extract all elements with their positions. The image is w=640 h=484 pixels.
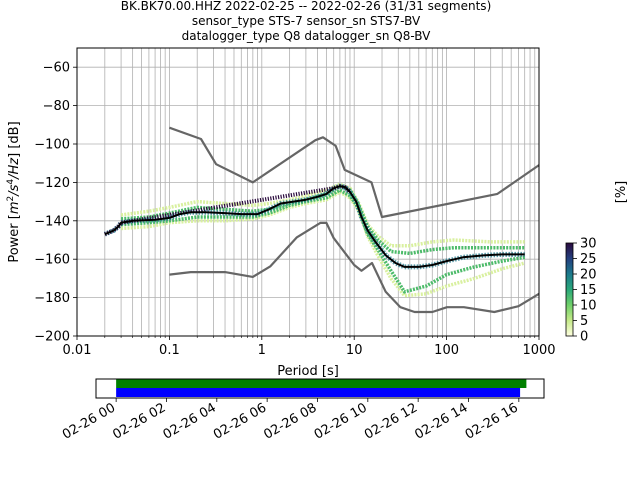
- y-tick-label: −100: [34, 138, 70, 153]
- y-tick-label: −80: [43, 99, 70, 114]
- availability-tick-label: 02-26 12: [362, 400, 420, 442]
- grid-lines: [76, 48, 539, 337]
- density-band: [120, 188, 525, 294]
- availability-frame: [95, 378, 545, 399]
- new-low-noise-model-line: [169, 221, 540, 314]
- x-axis-label: Period [s]: [277, 364, 339, 379]
- figure-title-line-3: datalogger_type Q8 datalogger_sn Q8-BV: [182, 29, 432, 43]
- x-axis-ticks: 0.01 0.1 1 10 100 1000: [63, 336, 556, 358]
- x-tick-label: 1: [258, 343, 266, 358]
- main-plot: 0.01 0.1 1 10 100 1000 −60 −80 −100 −120 −140 −160…: [6, 47, 556, 379]
- availability-tick-label: 02-26 02: [110, 400, 168, 442]
- new-high-noise-model-line: [169, 126, 540, 219]
- colorbar-tick-label: 0: [580, 330, 588, 345]
- x-tick-label: 10: [346, 343, 363, 358]
- y-axis-label: Power [m2/s4/Hz] [dB]: [6, 121, 22, 262]
- colorbar-tick-label: 20: [580, 268, 597, 283]
- figure-title-line-2: sensor_type STS-7 sensor_sn STS7-BV: [192, 14, 421, 28]
- colorbar-tick-label: 10: [580, 299, 597, 314]
- x-tick-label: 1000: [522, 343, 555, 358]
- y-tick-label: −180: [34, 291, 70, 306]
- availability-bar: [116, 379, 527, 388]
- mode-line: [104, 185, 525, 268]
- density-band: [120, 182, 525, 248]
- colorbar-gradient: [565, 242, 574, 337]
- x-tick-label: 0.01: [63, 343, 92, 358]
- availability-tick-label: 02-26 14: [412, 400, 470, 442]
- plot-background: [77, 48, 539, 336]
- figure-title-line-1: BK.BK70.00.HHZ 2022-02-25 -- 2022-02-26 …: [121, 0, 492, 13]
- availability-tick-label: 02-26 16: [463, 400, 521, 442]
- colorbar-label: [%]: [614, 181, 629, 204]
- availability-tick-label: 02-26 06: [211, 400, 269, 442]
- plot-frame: [76, 47, 540, 337]
- y-tick-label: −160: [34, 253, 70, 268]
- series-lines: [104, 126, 540, 314]
- colorbar-tick-label: 30: [580, 237, 597, 252]
- density-band: [120, 190, 526, 298]
- availability-bar: [116, 388, 521, 397]
- availability-tick-label: 02-26 10: [312, 400, 370, 442]
- y-tick-label: −120: [34, 176, 70, 191]
- x-tick-label: 0.1: [159, 343, 180, 358]
- availability-tick-label: 02-26 00: [60, 400, 118, 442]
- x-tick-label: 100: [434, 343, 459, 358]
- availability-tick-label: 02-26 08: [261, 400, 319, 442]
- availability-tick-label: 02-26 04: [161, 400, 219, 442]
- y-axis-ticks: −60 −80 −100 −120 −140 −160 −180 −200: [34, 61, 77, 345]
- availability-bars: [116, 379, 527, 397]
- colorbar-tick-label: 25: [580, 252, 597, 267]
- y-tick-label: −60: [43, 61, 70, 76]
- y-tick-label: −140: [34, 214, 70, 229]
- colorbar-tick-label: 15: [580, 283, 597, 298]
- colorbar-tick-label: 5: [580, 314, 588, 329]
- y-tick-label: −200: [34, 330, 70, 345]
